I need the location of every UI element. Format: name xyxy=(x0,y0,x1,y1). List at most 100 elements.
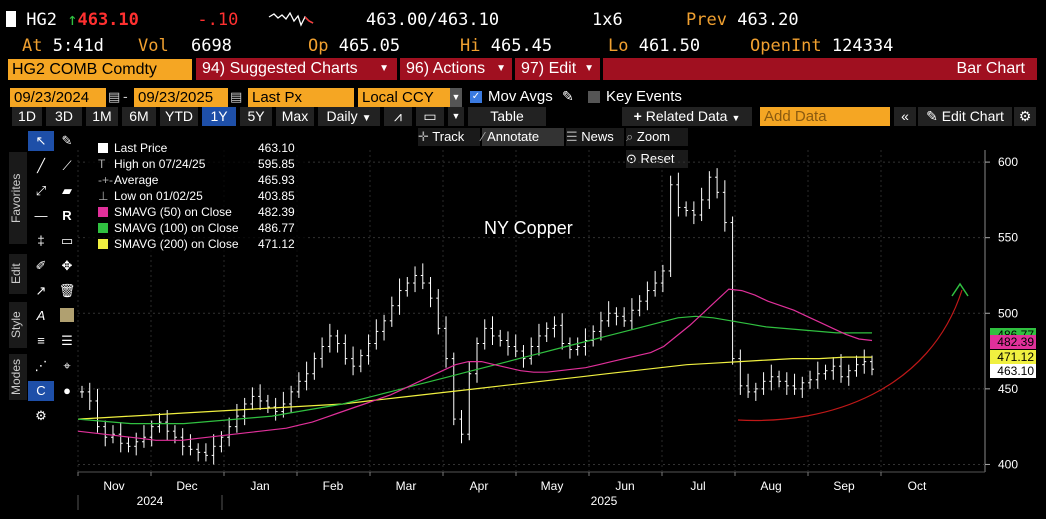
crosshair-icon[interactable]: ⌖ xyxy=(63,358,71,373)
cursor-icon[interactable]: ↖ xyxy=(28,131,54,151)
suggested-charts-label: 94) Suggested Charts xyxy=(202,60,358,77)
move-icon[interactable]: ✥ xyxy=(61,258,73,273)
calendar-icon[interactable]: ▤ xyxy=(230,89,243,104)
collapse-icon[interactable]: « xyxy=(894,107,916,126)
mov-avgs-label[interactable]: Mov Avgs xyxy=(488,88,553,105)
legend-entry[interactable]: ⊥ Low on 01/02/25 xyxy=(98,189,203,204)
legend-entry[interactable]: Last Price xyxy=(98,141,167,156)
period-ytd[interactable]: YTD xyxy=(160,107,198,126)
line-chart-icon[interactable]: ⩘ xyxy=(384,107,412,126)
horizontal-line-icon[interactable]: — xyxy=(34,208,48,223)
ticker[interactable]: HG2 xyxy=(26,10,57,30)
fibonacci-icon[interactable]: ‡ xyxy=(37,233,45,248)
track-tool[interactable]: ✛ Track xyxy=(418,128,480,146)
mode-toggle-icon[interactable]: C xyxy=(28,381,54,401)
legend-label: Low on 01/02/25 xyxy=(114,189,203,203)
y-tick-label: 500 xyxy=(998,306,1018,320)
x-tick-label: Sep xyxy=(833,479,855,493)
period-1y[interactable]: 1Y xyxy=(202,107,236,126)
op-value: 465.05 xyxy=(338,36,401,56)
legend-panel xyxy=(86,137,306,255)
draw-menu-icon[interactable]: ✎ xyxy=(61,133,73,148)
pencil-icon: ✎ xyxy=(926,108,942,124)
period-6m[interactable]: 6M xyxy=(122,107,156,126)
legend-entry[interactable]: SMAVG (100) on Close xyxy=(98,221,239,236)
legend-entry[interactable]: -+-Average xyxy=(98,173,158,188)
oi-value: 124334 xyxy=(831,36,894,56)
color-swatch-icon[interactable] xyxy=(54,306,80,326)
suggested-charts-menu[interactable]: 94) Suggested Charts ▼ xyxy=(196,58,397,80)
legend-swatch xyxy=(98,143,108,153)
start-date-field[interactable]: 09/23/2024 xyxy=(10,88,106,107)
gear-icon[interactable]: ⚙ xyxy=(1014,107,1036,126)
zoom-tool[interactable]: ⌕ Zoom xyxy=(626,128,688,146)
legend-value: 463.10 xyxy=(258,141,295,155)
vol-value: 6698 xyxy=(190,36,232,56)
caret-down-icon[interactable]: ▼ xyxy=(448,107,464,126)
y-tick-label: 400 xyxy=(998,457,1018,471)
rectangle-icon[interactable]: ▭ xyxy=(60,233,74,248)
legend-entry[interactable]: T High on 07/24/25 xyxy=(98,157,205,172)
table-button[interactable]: Table xyxy=(468,107,546,126)
brush-icon[interactable]: ✐ xyxy=(35,258,47,273)
legend-entry[interactable]: SMAVG (200) on Close xyxy=(98,237,239,252)
lo-value: 461.50 xyxy=(638,36,701,56)
currency-select[interactable]: Local CCY xyxy=(358,88,450,107)
vol-label: Vol xyxy=(138,36,169,56)
line-tool-icon[interactable]: ╱ xyxy=(37,158,45,173)
cursor-plus-icon[interactable]: ↗ xyxy=(35,283,47,298)
end-date-field[interactable]: 09/23/2025 xyxy=(134,88,228,107)
related-data-label: Related Data xyxy=(645,108,728,124)
frequency-select[interactable]: Daily ▼ xyxy=(318,107,380,126)
chart-style-icon[interactable]: ▭ xyxy=(416,107,444,126)
related-data-menu[interactable]: + Related Data ▼ xyxy=(622,107,752,126)
caret-down-icon: ▼ xyxy=(731,113,741,123)
annotate-tool[interactable]: ⁄ Annotate xyxy=(482,128,564,146)
text-style-icon[interactable]: A xyxy=(36,308,46,323)
chevron-down-icon[interactable]: ▼ xyxy=(450,88,462,107)
last-price: 463.10 xyxy=(77,10,139,30)
edit-chart-button[interactable]: ✎ Edit Chart xyxy=(918,107,1012,126)
key-events-checkbox[interactable] xyxy=(588,91,600,103)
security-field[interactable]: HG2 COMB Comdty xyxy=(8,59,192,80)
period-1d[interactable]: 1D xyxy=(12,107,42,126)
lo-label: Lo xyxy=(608,36,629,56)
actions-menu[interactable]: 96) Actions ▼ xyxy=(400,58,512,80)
period-max[interactable]: Max xyxy=(276,107,314,126)
trash-icon[interactable]: 🗑 xyxy=(58,283,76,298)
period-5y[interactable]: 5Y xyxy=(240,107,272,126)
reset-button[interactable]: ⊙ Reset xyxy=(626,150,688,168)
news-tool[interactable]: ☰ News xyxy=(566,128,624,146)
edit-menu[interactable]: 97) Edit ▼ xyxy=(515,58,600,80)
extended-line-icon[interactable]: ⤢ xyxy=(35,183,47,198)
open-interest: OpenInt 124334 xyxy=(750,36,893,56)
x-tick-label: Apr xyxy=(470,479,489,493)
arrow-head-icon xyxy=(951,282,969,297)
dotted-line-icon[interactable]: ⋰ xyxy=(34,358,48,373)
zoom-label: Zoom xyxy=(636,129,671,144)
track-label: Track xyxy=(432,129,465,144)
period-3d[interactable]: 3D xyxy=(46,107,82,126)
line-style-icon[interactable]: ☰ xyxy=(61,333,73,348)
pencil-icon[interactable]: ✎ xyxy=(562,88,574,104)
mov-avgs-checkbox[interactable]: ✓ xyxy=(470,91,482,103)
annotate-label: Annotate xyxy=(487,129,540,144)
gear-icon[interactable]: ⚙ xyxy=(35,408,47,423)
caret-down-icon: ▼ xyxy=(361,113,372,124)
legend-label: High on 07/24/25 xyxy=(114,157,206,171)
key-events-label[interactable]: Key Events xyxy=(606,88,682,105)
ray-tool-icon[interactable]: ⟋ xyxy=(62,158,72,173)
retracement-icon[interactable]: R xyxy=(62,208,72,223)
palette-icon[interactable]: ● xyxy=(63,383,71,398)
line-weight-icon[interactable]: ≡ xyxy=(37,333,45,348)
channel-tool-icon[interactable]: ▰ xyxy=(62,183,72,198)
legend-entry[interactable]: SMAVG (50) on Close xyxy=(98,205,232,220)
field-select[interactable]: Last Px xyxy=(248,88,354,107)
y-tick-label: 450 xyxy=(998,382,1018,396)
legend-swatch xyxy=(98,239,108,249)
legend-value: 482.39 xyxy=(258,205,295,219)
calendar-icon[interactable]: ▤ xyxy=(108,89,121,104)
period-1m[interactable]: 1M xyxy=(86,107,118,126)
add-data-input[interactable]: Add Data xyxy=(760,107,890,126)
